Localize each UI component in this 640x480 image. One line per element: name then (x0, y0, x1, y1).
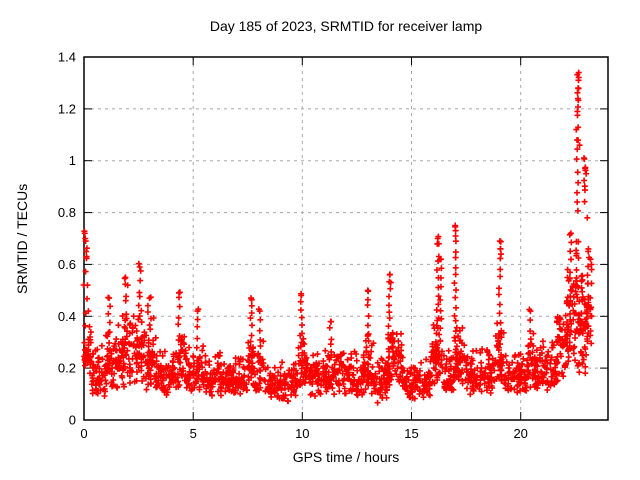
x-tick-label: 20 (513, 426, 527, 441)
tick-labels: 0 5 10 15 20 0 0.2 0.4 0.6 0.8 1 1.2 1.4 (58, 50, 528, 442)
y-tick-label: 0.8 (58, 205, 76, 220)
y-tick-label: 1 (69, 153, 76, 168)
y-tick-label: 0.4 (58, 309, 76, 324)
x-tick-label: 0 (80, 426, 87, 441)
scatter-points (80, 69, 595, 406)
x-axis-label: GPS time / hours (292, 449, 400, 465)
y-tick-label: 1.2 (58, 101, 76, 116)
x-tick-label: 10 (295, 426, 309, 441)
y-tick-label: 0.6 (58, 257, 76, 272)
x-tick-label: 5 (190, 426, 197, 441)
y-tick-label: 0 (69, 413, 76, 428)
y-tick-label: 1.4 (58, 50, 76, 65)
axis-ticks (83, 56, 608, 421)
y-tick-label: 0.2 (58, 361, 76, 376)
chart-title: Day 185 of 2023, SRMTID for receiver lam… (209, 18, 483, 34)
x-tick-label: 15 (404, 426, 418, 441)
